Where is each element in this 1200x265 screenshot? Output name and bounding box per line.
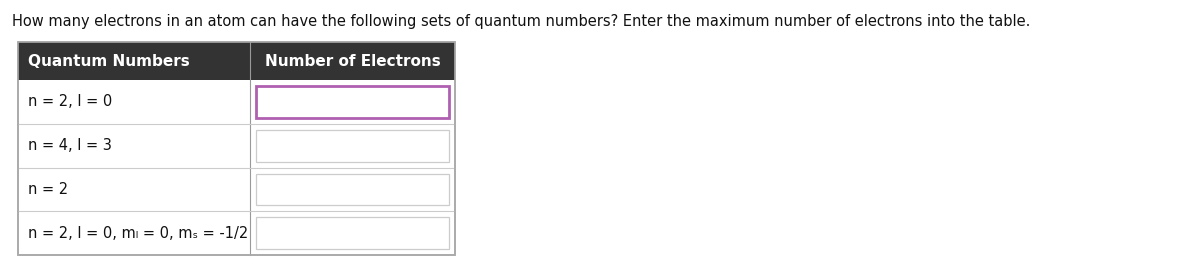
Bar	[256, 217, 449, 249]
Text: How many electrons in an atom can have the following sets of quantum numbers? En: How many electrons in an atom can have t…	[12, 14, 1031, 29]
Bar	[18, 42, 455, 255]
Text: n = 4, l = 3: n = 4, l = 3	[28, 138, 112, 153]
Bar	[18, 42, 455, 80]
Text: Quantum Numbers: Quantum Numbers	[28, 54, 190, 68]
Text: Number of Electrons: Number of Electrons	[265, 54, 440, 68]
Text: n = 2, l = 0, mₗ = 0, mₛ = -1/2: n = 2, l = 0, mₗ = 0, mₛ = -1/2	[28, 226, 248, 241]
Bar	[256, 86, 449, 118]
Bar	[256, 174, 449, 205]
Bar	[256, 130, 449, 161]
Bar	[18, 42, 455, 255]
Text: n = 2, l = 0: n = 2, l = 0	[28, 94, 113, 109]
Text: n = 2: n = 2	[28, 182, 68, 197]
